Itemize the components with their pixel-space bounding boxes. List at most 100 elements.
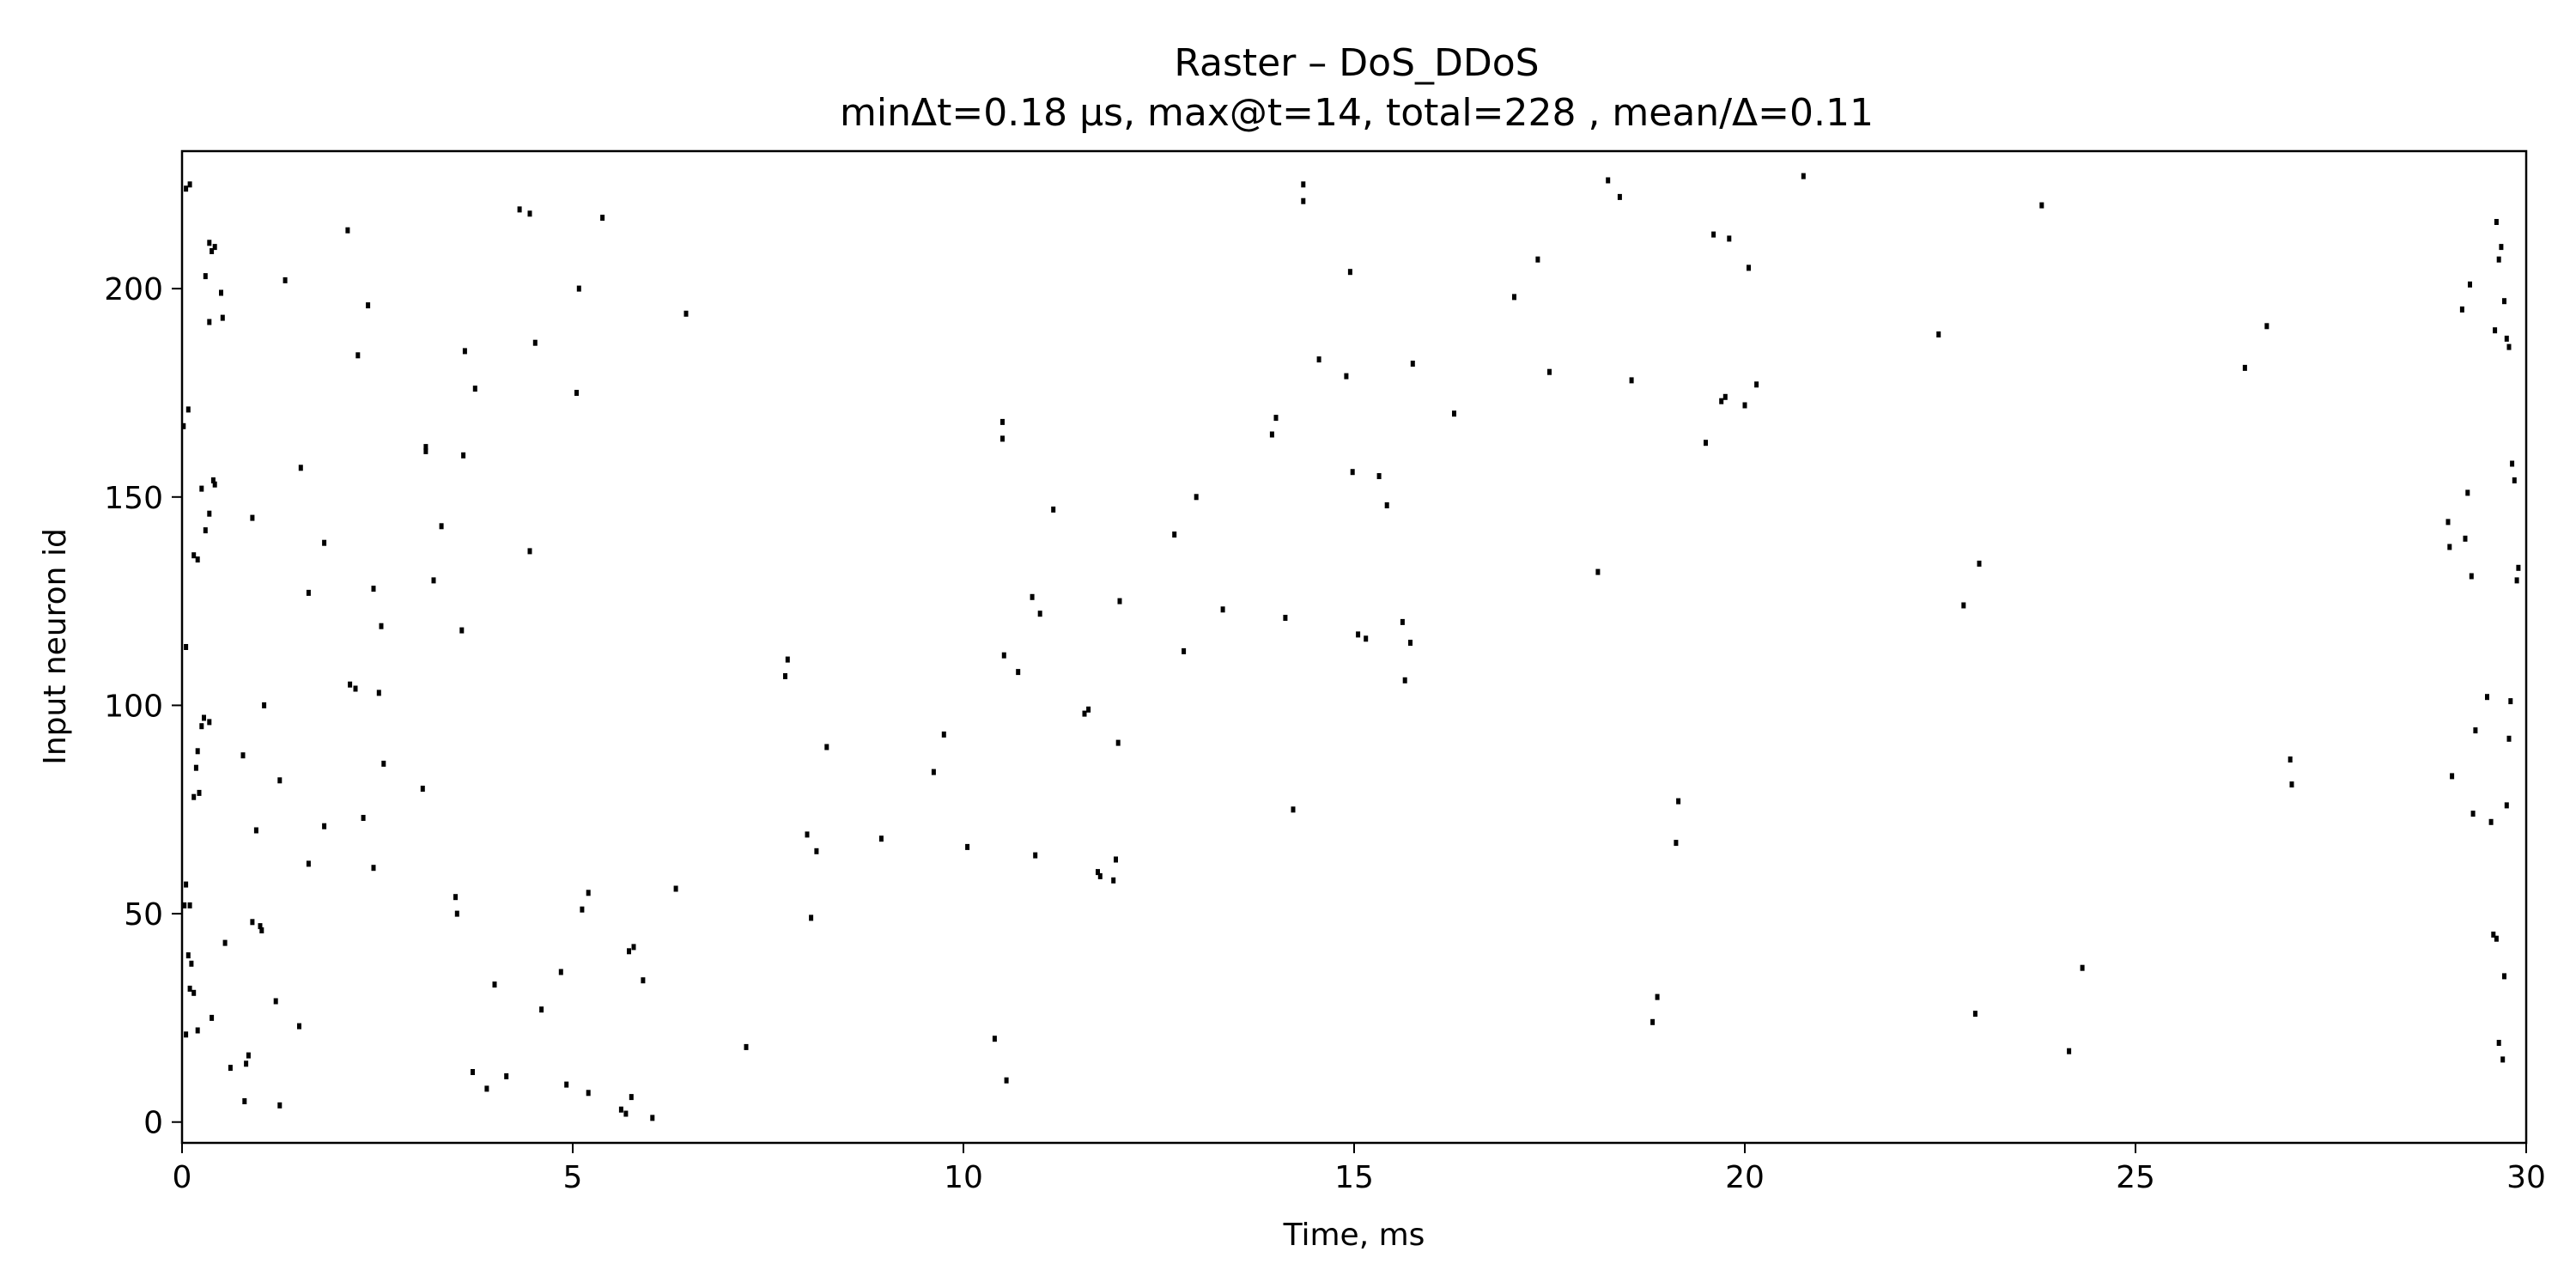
spike-point — [2504, 335, 2509, 342]
spike-point — [2494, 935, 2499, 942]
spike-point — [1742, 402, 1747, 409]
spike-point — [631, 944, 636, 951]
spike-point — [2468, 281, 2472, 288]
spike-point — [187, 181, 192, 188]
spike-point — [439, 523, 444, 530]
spike-point — [423, 447, 428, 454]
spike-point — [195, 1027, 200, 1034]
spike-point — [1114, 856, 1118, 863]
chart-title: Raster – DoS_DDoS — [1174, 41, 1539, 85]
y-tick-label: 150 — [104, 481, 163, 516]
spike-point — [1452, 410, 1456, 417]
spike-point — [2450, 773, 2455, 780]
spike-point — [222, 939, 228, 946]
spike-point — [2514, 577, 2519, 584]
chart-subtitle: minΔt=0.18 μs, max@t=14, total=228 , mea… — [840, 91, 1874, 135]
spike-point — [381, 760, 386, 767]
spike-point — [219, 289, 223, 296]
spike-point — [1384, 502, 1389, 508]
spike-point — [191, 552, 197, 559]
spike-point — [2473, 727, 2478, 734]
spike-point — [484, 1085, 489, 1092]
spike-point — [1283, 615, 1288, 621]
spike-point — [258, 923, 263, 930]
spike-point — [1356, 631, 1361, 638]
spike-point — [195, 556, 200, 563]
spike-point — [1650, 1018, 1656, 1025]
spike-point — [504, 1072, 509, 1079]
spike-point — [785, 656, 790, 663]
y-tick-label: 100 — [104, 689, 163, 724]
spike-point — [202, 714, 206, 721]
spike-point — [2499, 244, 2504, 251]
spike-point — [1316, 356, 1321, 363]
spike-point — [1674, 840, 1679, 847]
spike-point — [185, 406, 191, 413]
spike-point — [586, 890, 591, 896]
spike-point — [824, 744, 829, 750]
spike-point — [210, 477, 216, 483]
spike-point — [379, 623, 384, 629]
spike-point — [992, 1036, 997, 1042]
spike-point — [212, 244, 217, 251]
spike-point — [283, 276, 288, 283]
spike-point — [250, 514, 255, 521]
spike-point — [472, 386, 477, 392]
spike-point — [1000, 435, 1005, 442]
spike-point — [246, 1052, 251, 1059]
spike-point — [1364, 635, 1369, 642]
spike-point — [1676, 798, 1681, 805]
spike-point — [371, 865, 376, 872]
spike-point — [1273, 415, 1279, 422]
spike-point — [1400, 618, 1405, 625]
spike-point — [1711, 231, 1716, 238]
spike-point — [1629, 377, 1634, 384]
spike-point — [277, 777, 283, 784]
spike-point — [2485, 694, 2489, 701]
spike-point — [2470, 811, 2476, 817]
spike-point — [242, 1098, 247, 1104]
spike-point — [1408, 640, 1413, 647]
spike-point — [187, 902, 192, 908]
spike-point — [1977, 560, 1982, 567]
spike-point — [228, 1065, 233, 1072]
spike-point — [2445, 519, 2451, 526]
y-tick-label: 200 — [104, 272, 163, 307]
spike-point — [586, 1090, 591, 1097]
spike-point — [306, 589, 311, 596]
spike-point — [431, 577, 436, 584]
spike-point — [627, 948, 631, 955]
spike-point — [259, 927, 264, 933]
spike-point — [1512, 294, 1516, 301]
spike-point — [1350, 469, 1355, 476]
spike-point — [199, 485, 204, 492]
spike-point — [1172, 532, 1177, 538]
spike-point — [814, 848, 819, 854]
spike-point — [2447, 544, 2452, 550]
x-tick-label: 15 — [1334, 1160, 1374, 1195]
spike-point — [641, 977, 646, 984]
spike-point — [1182, 647, 1187, 654]
spike-point — [306, 860, 311, 867]
spike-point — [878, 835, 884, 842]
spike-point — [185, 952, 191, 959]
spike-point — [1547, 368, 1552, 375]
spike-point — [1402, 677, 1407, 683]
spike-point — [2067, 1048, 2072, 1054]
spike-point — [453, 894, 458, 901]
spike-point — [2287, 756, 2293, 762]
spike-point — [197, 789, 202, 796]
spike-point — [931, 769, 936, 775]
spike-point — [207, 719, 212, 726]
spike-point — [1410, 361, 1415, 367]
spike-point — [361, 815, 366, 821]
spike-point — [2459, 306, 2464, 313]
spike-point — [2512, 477, 2517, 483]
spike-point — [187, 985, 192, 992]
spike-point — [345, 227, 350, 234]
x-tick-label: 0 — [173, 1160, 192, 1195]
spike-point — [454, 910, 459, 917]
spike-point — [574, 390, 579, 396]
spike-point — [1606, 177, 1611, 184]
spike-point — [2264, 323, 2269, 330]
